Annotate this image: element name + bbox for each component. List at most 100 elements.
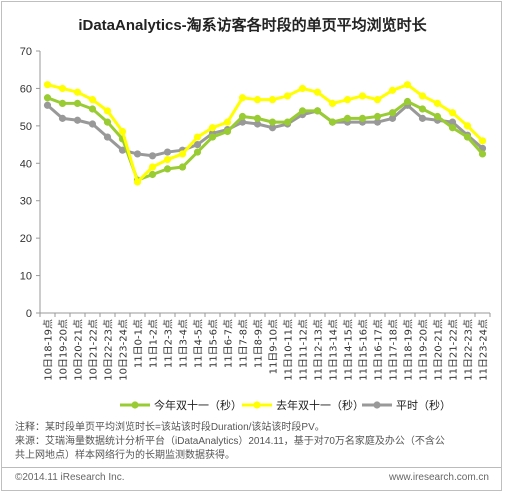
x-tick-label: 10日23-24点: [118, 319, 130, 381]
footer-divider: [2, 467, 501, 468]
series-point-1: [433, 99, 442, 107]
x-tick-label: 11日19-20点: [418, 319, 430, 381]
series-point-0: [43, 94, 52, 102]
series-point-2: [133, 150, 142, 158]
series-point-1: [403, 81, 412, 89]
x-tick-label: 11日5-6点: [208, 319, 220, 368]
series-point-0: [358, 114, 367, 122]
series-point-1: [73, 88, 82, 96]
series-point-1: [163, 155, 172, 164]
series-point-1: [118, 127, 127, 136]
series-point-1: [418, 92, 427, 100]
x-tick-label: 10日18-19点: [43, 319, 55, 381]
series-point-2: [193, 140, 202, 149]
series-point-1: [463, 122, 472, 130]
x-tick-label: 10日21-22点: [88, 319, 100, 381]
series-point-0: [163, 165, 172, 173]
y-tick-label: 30: [20, 196, 32, 208]
legend-label-2: 平时（秒）: [396, 398, 451, 412]
x-tick-label: 11日2-3点: [163, 319, 175, 368]
series-point-2: [388, 114, 397, 122]
x-tick-label: 11日14-15点: [343, 319, 355, 381]
series-point-2: [448, 118, 457, 126]
chart-title: iDataAnalytics-淘系访客各时段的单页平均浏览时长: [78, 17, 427, 34]
x-tick-label: 11日6-7点: [223, 319, 235, 368]
series-point-0: [343, 114, 352, 122]
series-point-0: [208, 133, 217, 141]
x-tick-label: 11日12-13点: [313, 319, 325, 381]
legend-label-1: 去年双十一（秒）: [276, 398, 364, 412]
x-tick-label: 11日7-8点: [238, 319, 250, 368]
series-point-1: [58, 84, 67, 93]
y-tick-label: 50: [20, 121, 32, 133]
series-point-2: [163, 148, 172, 156]
legend-marker-0: [131, 401, 139, 409]
series-point-1: [208, 124, 217, 132]
series-point-1: [268, 96, 277, 104]
series-point-1: [193, 133, 202, 141]
series-point-2: [253, 120, 262, 128]
series-point-0: [88, 105, 97, 113]
x-tick-label: 11日16-17点: [373, 319, 385, 381]
x-tick-label: 11日22-23点: [463, 319, 475, 381]
y-tick-label: 40: [20, 158, 32, 170]
series-point-2: [103, 133, 112, 141]
series-point-1: [238, 94, 247, 102]
series-point-0: [253, 114, 262, 122]
x-tick-label: 11日4-5点: [193, 319, 205, 368]
series-line-1: [47, 83, 484, 184]
x-tick-label: 11日20-21点: [433, 319, 445, 381]
x-tick-label: 11日8-9点: [253, 319, 265, 368]
chart-note: 注释：某时段单页平均浏览时长=该站该时段Duration/该站该时段PV。: [15, 422, 325, 433]
x-tick-label: 10日19-20点: [58, 319, 70, 381]
series-point-2: [373, 118, 382, 126]
series-point-0: [73, 99, 82, 107]
series-point-1: [178, 150, 187, 158]
series-point-1: [343, 96, 352, 104]
series-point-2: [118, 146, 127, 154]
series-point-1: [103, 107, 112, 115]
series-point-1: [253, 96, 262, 104]
legend-label-0: 今年双十一（秒）: [154, 398, 242, 412]
series-point-0: [223, 127, 232, 136]
series-point-0: [238, 112, 247, 121]
chart-source-cont: 共上网地点）样本网络行为的长期监测数据获得。: [15, 450, 235, 461]
x-tick-label: 11日23-24点: [478, 319, 490, 381]
y-tick-label: 60: [20, 83, 32, 95]
series-point-1: [388, 86, 397, 94]
x-tick-label: 11日11-12点: [298, 319, 310, 381]
series-point-0: [313, 107, 322, 115]
series-point-1: [148, 163, 157, 171]
x-tick-label: 11日13-14点: [328, 319, 340, 381]
legend-marker-1: [253, 401, 261, 409]
series-point-2: [43, 101, 52, 109]
x-tick-label: 11日10-11点: [283, 319, 295, 381]
series-point-2: [58, 114, 67, 122]
series-point-1: [223, 118, 232, 126]
series-point-1: [373, 96, 382, 104]
series-point-0: [283, 118, 292, 126]
x-tick-label: 11日17-18点: [388, 319, 400, 381]
x-tick-label: 11日21-22点: [448, 319, 460, 381]
series-point-0: [478, 150, 487, 158]
series-point-1: [133, 178, 142, 186]
series-point-1: [313, 88, 322, 96]
series-point-0: [388, 109, 397, 117]
series-point-0: [448, 124, 457, 132]
series-point-2: [88, 120, 97, 128]
x-tick-label: 11日15-16点: [358, 319, 370, 381]
series-point-1: [43, 81, 52, 89]
y-tick-label: 10: [20, 271, 32, 283]
series-point-0: [193, 148, 202, 156]
series-point-0: [103, 118, 112, 126]
copyright: ©2014.11 iResearch Inc.: [15, 472, 125, 483]
series-point-2: [73, 116, 82, 124]
series-point-0: [403, 97, 412, 106]
x-tick-label: 11日1-2点: [148, 319, 160, 368]
series-point-0: [298, 107, 307, 115]
series-point-1: [448, 109, 457, 117]
x-tick-label: 10日20-21点: [73, 319, 85, 381]
series-point-0: [418, 105, 427, 113]
series-point-0: [433, 112, 442, 121]
series-point-1: [283, 92, 292, 100]
